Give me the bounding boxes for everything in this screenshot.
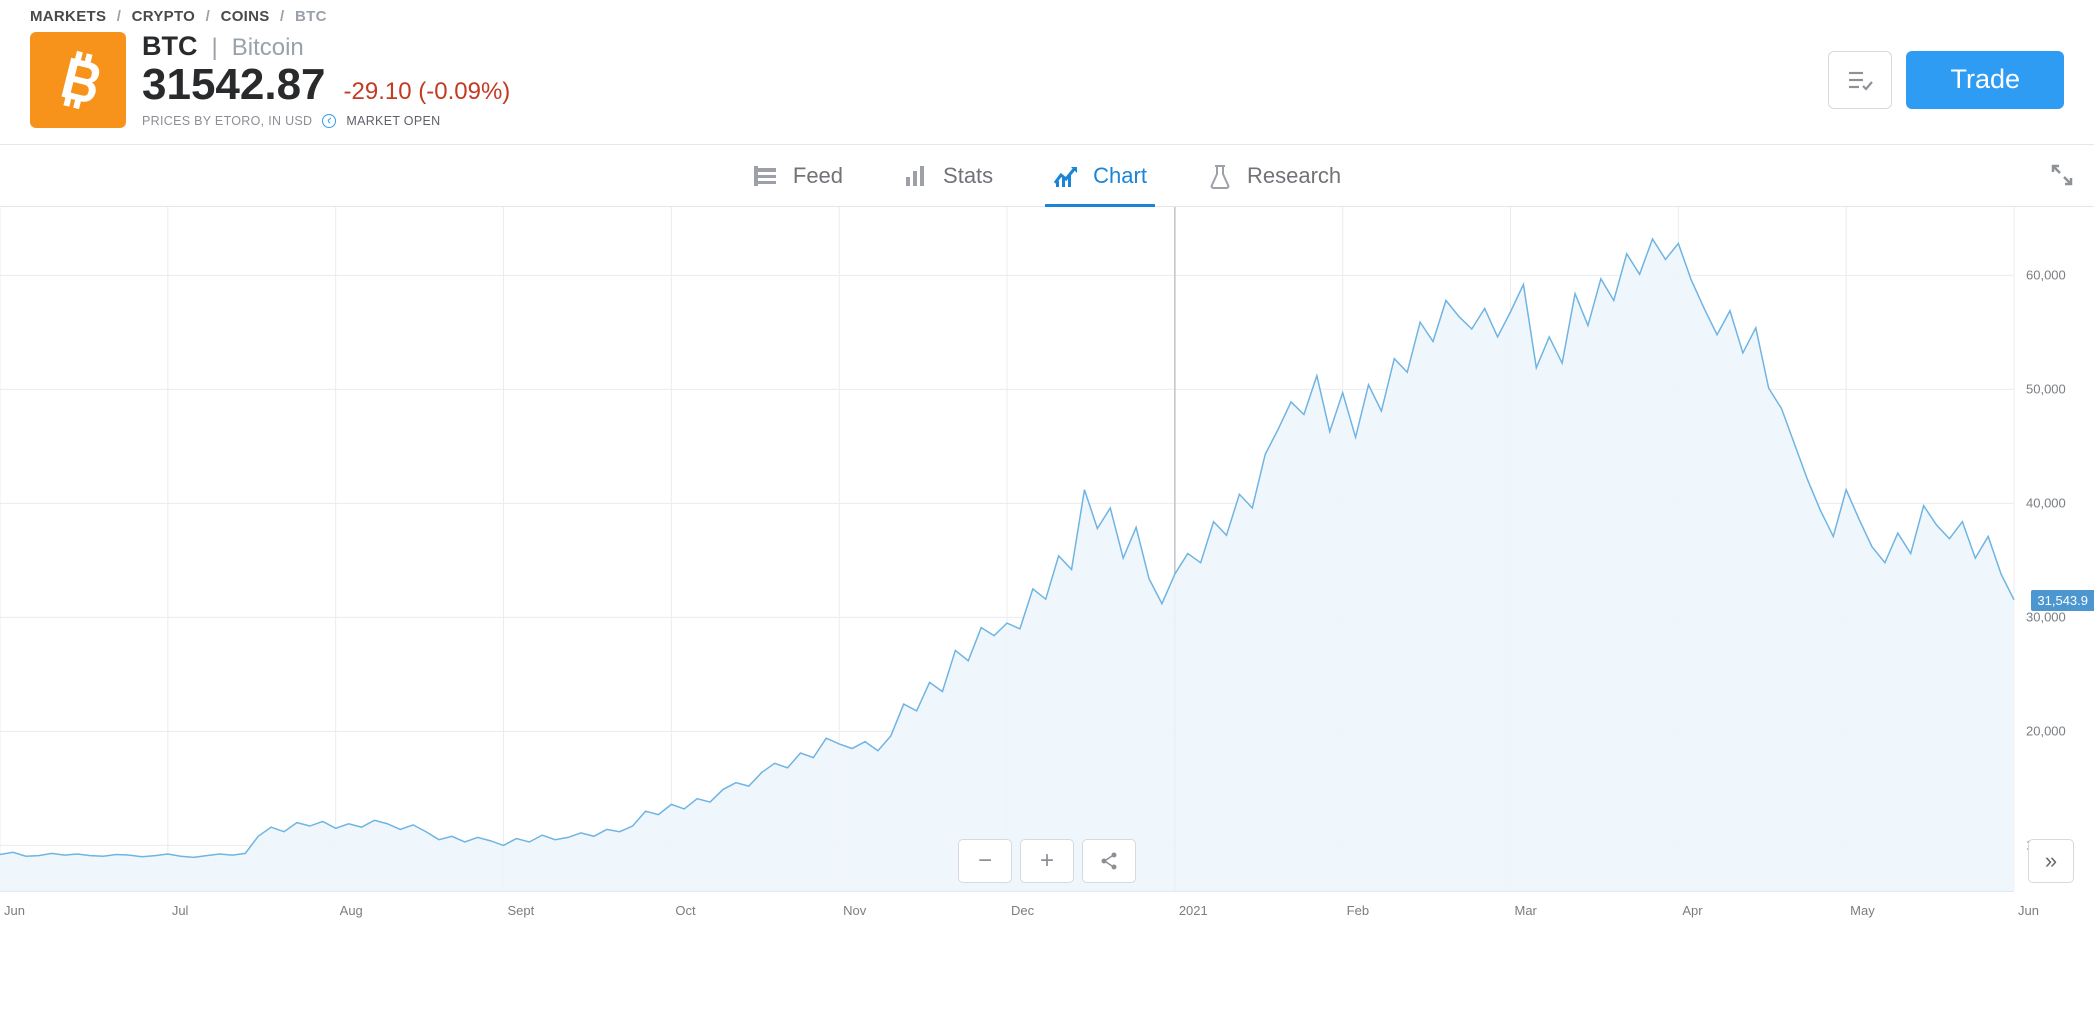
asset-name: Bitcoin [232,34,304,62]
svg-text:Feb: Feb [1347,903,1369,918]
svg-text:50,000: 50,000 [2026,381,2066,396]
svg-text:2021: 2021 [1179,903,1208,918]
asset-price: 31542.87 [142,60,326,110]
expand-icon [2050,163,2074,187]
svg-text:Nov: Nov [843,903,867,918]
expand-button[interactable] [2050,163,2074,192]
breadcrumb-item[interactable]: COINS [221,8,270,25]
current-price-tag: 31,543.9 [2031,590,2094,611]
svg-text:30,000: 30,000 [2026,609,2066,624]
svg-text:Oct: Oct [675,903,696,918]
svg-text:Aug: Aug [340,903,363,918]
svg-text:Jun: Jun [4,903,25,918]
breadcrumb-current: BTC [295,8,327,25]
trade-button[interactable]: Trade [1906,51,2064,109]
zoom-out-button[interactable]: − [958,839,1012,883]
svg-text:Mar: Mar [1515,903,1538,918]
tab-stats[interactable]: Stats [903,145,993,206]
svg-text:60,000: 60,000 [2026,267,2066,282]
svg-text:40,000: 40,000 [2026,495,2066,510]
share-button[interactable] [1082,839,1136,883]
tab-research[interactable]: Research [1207,145,1341,206]
svg-text:Jun: Jun [2018,903,2039,918]
tab-feed[interactable]: Feed [753,145,843,206]
svg-text:Apr: Apr [1682,903,1703,918]
breadcrumb-item[interactable]: CRYPTO [132,8,195,25]
svg-text:Dec: Dec [1011,903,1035,918]
asset-logo [30,32,126,128]
breadcrumb: MARKETS / CRYPTO / COINS / BTC [0,0,2094,25]
breadcrumb-item[interactable]: MARKETS [30,8,106,25]
svg-text:Jul: Jul [172,903,189,918]
price-source: PRICES BY ETORO, IN USD [142,114,312,128]
feed-icon [753,163,779,189]
svg-text:Sept: Sept [508,903,535,918]
chart-icon [1053,163,1079,189]
price-chart[interactable]: 10,00020,00030,00040,00050,00060,000JunJ… [0,207,2094,927]
zoom-in-button[interactable]: + [1020,839,1074,883]
svg-text:20,000: 20,000 [2026,723,2066,738]
asset-ticker: BTC [142,31,198,62]
clock-icon [322,114,336,128]
share-icon [1099,851,1119,871]
svg-text:May: May [1850,903,1875,918]
tabs: Feed Stats Chart Research [0,145,2094,207]
research-icon [1207,163,1233,189]
market-status: MARKET OPEN [346,114,440,128]
list-check-icon [1845,65,1875,95]
scroll-right-button[interactable]: » [2028,839,2074,883]
watchlist-button[interactable] [1828,51,1892,109]
tab-chart[interactable]: Chart [1053,145,1147,206]
stats-icon [903,163,929,189]
asset-change: -29.10 (-0.09%) [344,78,511,106]
